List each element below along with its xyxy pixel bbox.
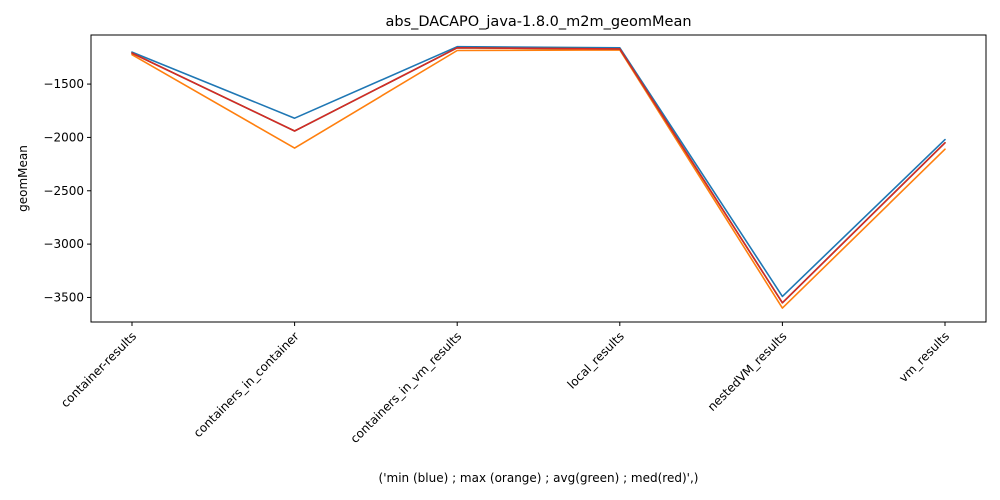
y-tick-label-1: −2000 bbox=[43, 130, 84, 144]
y-tick-label-2: −2500 bbox=[43, 184, 84, 198]
series-line-1 bbox=[131, 49, 946, 309]
x-axis-label: ('min (blue) ; max (orange) ; avg(green)… bbox=[379, 471, 699, 485]
series-line-0 bbox=[131, 45, 946, 298]
series-line-3 bbox=[131, 46, 946, 304]
y-axis-label: geomMean bbox=[16, 145, 30, 212]
series-layer bbox=[131, 45, 946, 309]
plot-frame bbox=[90, 34, 987, 323]
y-tick-label-4: −3500 bbox=[43, 290, 84, 304]
chart-title: abs_DACAPO_java-1.8.0_m2m_geomMean bbox=[385, 14, 691, 30]
y-tick-label-0: −1500 bbox=[43, 77, 84, 91]
y-tick-label-3: −3000 bbox=[43, 237, 84, 251]
y-axis: −1500 −2000 −2500 −3000 −3500 bbox=[43, 77, 91, 304]
